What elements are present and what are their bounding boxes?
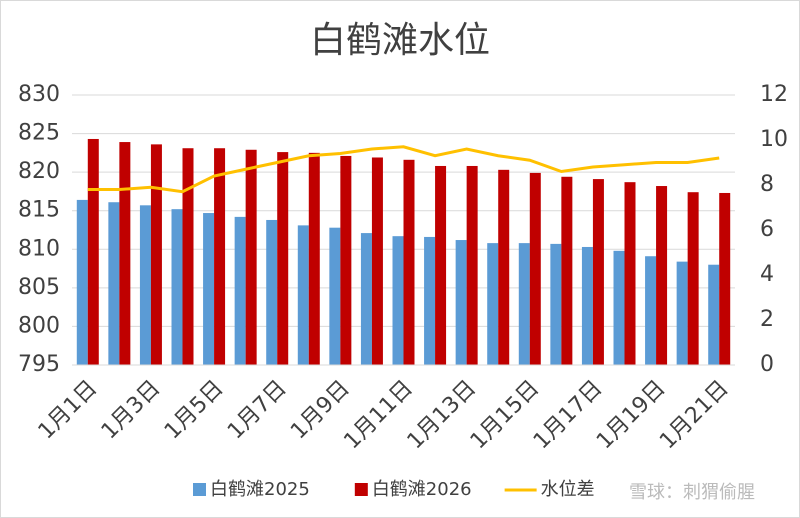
bar <box>435 165 447 365</box>
legend-label: 白鹤滩2026 <box>372 479 472 500</box>
y-tick-label: 815 <box>18 198 60 223</box>
bar <box>518 243 530 365</box>
bar <box>498 169 510 365</box>
y2-tick-label: 6 <box>760 217 774 242</box>
bar <box>87 138 99 365</box>
bar <box>392 236 404 365</box>
line <box>87 145 720 194</box>
bar <box>108 202 120 365</box>
y2-tick-label: 4 <box>760 262 774 287</box>
chart-title: 白鹤滩水位 <box>310 20 490 61</box>
legend-label: 白鹤滩2025 <box>210 479 310 500</box>
bar <box>277 152 289 365</box>
y-tick-label: 825 <box>18 121 60 146</box>
bar <box>466 165 478 365</box>
bar <box>119 142 131 365</box>
bar <box>360 233 372 365</box>
bar <box>171 209 183 365</box>
bar <box>708 264 720 365</box>
bar <box>455 240 467 365</box>
bar <box>139 205 151 365</box>
bar <box>203 213 215 365</box>
bar <box>245 149 257 365</box>
legend-swatch <box>193 483 206 496</box>
y-tick-label: 800 <box>18 313 60 338</box>
y-tick-label: 795 <box>18 352 60 377</box>
y-tick-label: 820 <box>18 159 60 184</box>
watermark: 雪球：刺猬偷腥 <box>629 482 755 503</box>
bar <box>234 216 246 365</box>
y-tick-label: 830 <box>18 82 60 107</box>
legend-swatch <box>354 483 368 496</box>
bar <box>645 256 657 365</box>
bar <box>487 243 499 365</box>
bar <box>719 192 731 365</box>
y-tick-label: 810 <box>18 236 60 261</box>
bar <box>581 246 593 365</box>
bar <box>403 159 415 365</box>
bar <box>371 157 383 365</box>
y2-tick-label: 12 <box>760 82 788 107</box>
bar <box>308 152 320 365</box>
bar <box>592 179 604 365</box>
bar <box>687 192 699 365</box>
bar <box>214 148 226 365</box>
bar <box>624 182 636 365</box>
bar <box>150 144 162 365</box>
bar <box>613 250 625 365</box>
bar <box>550 243 562 365</box>
y2-tick-label: 0 <box>760 352 774 377</box>
bar <box>656 186 668 365</box>
y2-tick-label: 2 <box>760 307 774 332</box>
bar <box>266 219 278 365</box>
bar <box>340 155 352 365</box>
bar <box>182 148 194 365</box>
bar <box>329 227 341 365</box>
bar <box>76 199 88 365</box>
bar <box>297 225 309 365</box>
y2-tick-label: 10 <box>760 127 788 152</box>
bar <box>424 236 436 365</box>
bar <box>561 176 573 365</box>
y2-tick-label: 8 <box>760 172 774 197</box>
legend-label: 水位差 <box>541 479 595 500</box>
bar <box>529 172 541 365</box>
bar <box>676 261 688 365</box>
y-tick-label: 805 <box>18 275 60 300</box>
